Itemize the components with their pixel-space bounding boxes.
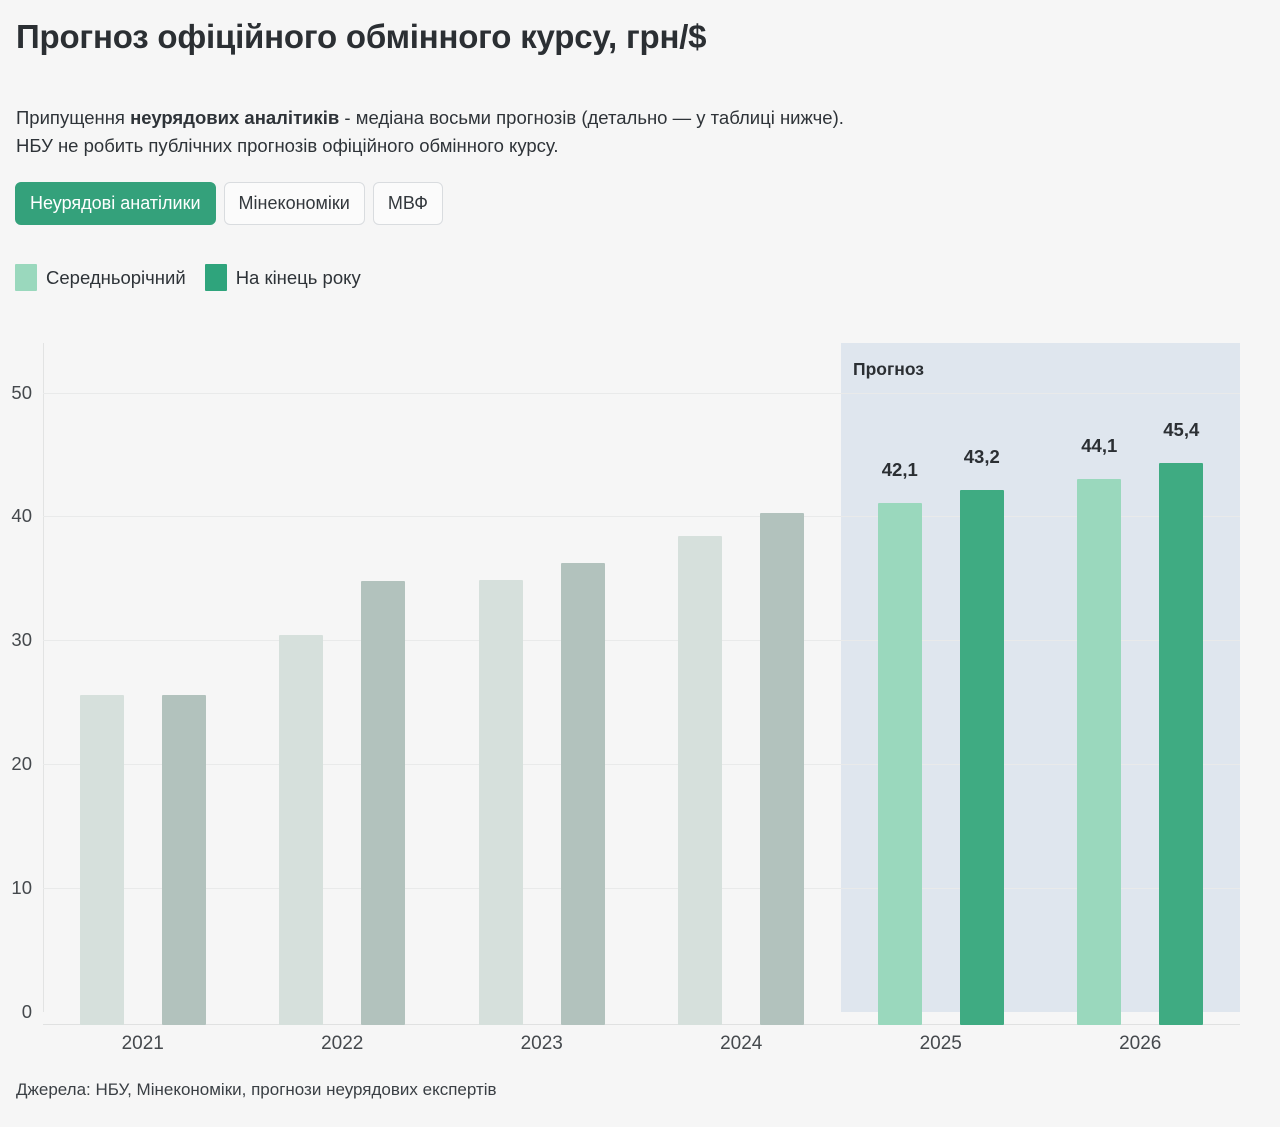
bar-value-label: 43,2 — [963, 445, 1000, 467]
bar[interactable] — [1159, 462, 1204, 1025]
legend-label-end-of-year: На кінець року — [235, 266, 361, 288]
legend-item-average[interactable]: Середньорічний — [15, 264, 186, 291]
bar-value-label: 42,1 — [881, 459, 918, 481]
source-note: Джерела: НБУ, Мінекономіки, прогнози неу… — [16, 1080, 497, 1099]
tab-nongov-analysts[interactable]: Неурядові анатілики — [15, 182, 216, 225]
bar[interactable] — [1077, 478, 1122, 1025]
x-axis-tick-label: 2022 — [321, 1033, 364, 1054]
subtitle-text-post: - медіана восьми прогнозів (детально — у… — [339, 107, 844, 128]
x-axis-tick-label: 2026 — [1119, 1033, 1162, 1054]
y-axis-tick-label: 0 — [21, 1001, 32, 1022]
legend-label-average: Середньорічний — [46, 266, 186, 288]
subtitle-line-2: НБУ не робить публічних прогнозів офіцій… — [16, 135, 559, 156]
bar[interactable] — [279, 634, 324, 1025]
plot-area: Прогноз 0 10 20 30 40 50 2021 2022 2023 2024 42,1 43… — [11, 343, 1240, 1054]
bar[interactable] — [161, 695, 206, 1025]
bar[interactable] — [79, 695, 124, 1025]
subtitle-text-bold: неурядових аналітиків — [130, 107, 340, 128]
legend-item-end-of-year[interactable]: На кінець року — [204, 264, 361, 291]
forecast-band-label: Прогноз — [853, 359, 924, 379]
tab-minekonomiky[interactable]: Мінекономіки — [223, 182, 365, 225]
y-axis-tick-label: 40 — [11, 505, 32, 527]
gridline — [43, 888, 1240, 890]
chart-subtitle: Припущення неурядових аналітиків - медіа… — [16, 104, 844, 160]
gridline — [43, 640, 1240, 642]
bar[interactable] — [478, 580, 523, 1025]
bar[interactable] — [959, 489, 1004, 1025]
bar-chart: Прогноз 0 10 20 30 40 50 2021 2022 2023 2024 42,1 43… — [0, 330, 1280, 1054]
x-axis-tick-label: 2025 — [919, 1033, 962, 1054]
source-tab-group: Неурядові анатілики Мінекономіки МВФ — [15, 182, 443, 225]
y-axis-tick-label: 50 — [11, 381, 32, 403]
y-axis-tick-label: 20 — [11, 753, 32, 775]
y-axis-tick-label: 10 — [11, 877, 32, 899]
bar[interactable] — [361, 581, 406, 1025]
y-axis-tick-label: 30 — [11, 629, 32, 651]
subtitle-line-1: Припущення неурядових аналітиків - медіа… — [16, 104, 844, 132]
x-axis-baseline — [43, 1024, 1240, 1025]
x-axis-tick-label: 2023 — [520, 1033, 563, 1054]
tab-imf[interactable]: МВФ — [372, 182, 443, 225]
subtitle-text-pre: Припущення — [16, 107, 131, 128]
chart-legend: Середньорічний На кінець року — [15, 264, 361, 291]
bar[interactable] — [877, 503, 922, 1025]
bar-value-label: 45,4 — [1163, 418, 1200, 440]
bar[interactable] — [760, 513, 805, 1025]
bar[interactable] — [560, 562, 605, 1025]
gridline — [43, 392, 1240, 394]
bar[interactable] — [678, 535, 723, 1025]
gridline — [43, 764, 1240, 766]
x-axis-tick-label: 2024 — [720, 1033, 763, 1054]
legend-swatch-end-of-year — [204, 264, 227, 291]
legend-swatch-average — [15, 264, 37, 291]
x-axis-tick-label: 2021 — [121, 1033, 164, 1054]
page-title: Прогноз офіційного обмінного курсу, грн/… — [16, 18, 707, 55]
y-axis-line — [43, 343, 44, 1012]
gridline — [43, 516, 1240, 518]
bar-value-label: 44,1 — [1081, 434, 1118, 456]
